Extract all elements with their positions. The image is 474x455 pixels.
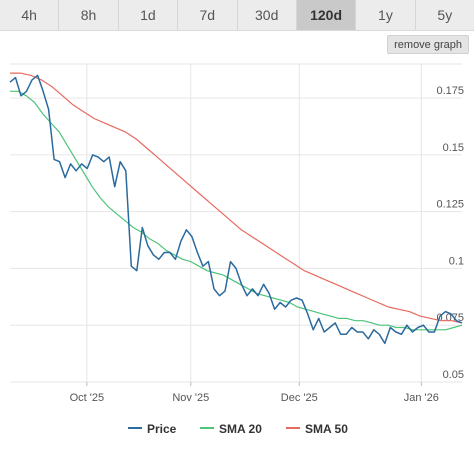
x-tick-label: Jan '26 bbox=[404, 392, 439, 404]
y-tick-label: 0.15 bbox=[443, 142, 464, 154]
tab-1y[interactable]: 1y bbox=[356, 0, 416, 30]
tab-7d[interactable]: 7d bbox=[178, 0, 238, 30]
x-tick-label: Oct '25 bbox=[70, 392, 105, 404]
sma-50-line bbox=[10, 72, 463, 324]
legend-label: SMA 20 bbox=[219, 422, 262, 436]
legend-item-sma-50[interactable]: SMA 50 bbox=[286, 422, 348, 436]
y-tick-label: 0.05 bbox=[443, 369, 464, 381]
time-range-tabs: 4h 8h 1d 7d 30d 120d 1y 5y bbox=[0, 0, 474, 31]
legend-item-sma-20[interactable]: SMA 20 bbox=[200, 422, 262, 436]
tab-120d[interactable]: 120d bbox=[296, 0, 357, 30]
y-tick-label: 0.125 bbox=[436, 199, 464, 211]
chart-grid bbox=[10, 63, 462, 383]
x-axis-ticks: Oct '25 Nov '25 Dec '25 Jan '26 bbox=[70, 382, 439, 404]
price-line bbox=[9, 74, 463, 345]
x-tick-label: Dec '25 bbox=[281, 392, 318, 404]
tab-1d[interactable]: 1d bbox=[118, 0, 179, 30]
tab-8h[interactable]: 8h bbox=[59, 0, 119, 30]
legend-label: SMA 50 bbox=[305, 422, 348, 436]
chart-legend: Price SMA 20 SMA 50 bbox=[128, 422, 348, 436]
chart-series bbox=[9, 72, 463, 345]
legend-item-price[interactable]: Price bbox=[128, 422, 177, 436]
tab-30d[interactable]: 30d bbox=[237, 0, 297, 30]
y-tick-label: 0.1 bbox=[449, 255, 464, 267]
x-tick-label: Nov '25 bbox=[172, 392, 209, 404]
tab-4h[interactable]: 4h bbox=[0, 0, 60, 30]
sma-20-line bbox=[10, 90, 463, 331]
legend-label: Price bbox=[147, 422, 177, 436]
y-tick-label: 0.175 bbox=[436, 85, 464, 97]
remove-graph-button[interactable]: remove graph bbox=[387, 35, 469, 54]
tab-5y[interactable]: 5y bbox=[415, 0, 474, 30]
